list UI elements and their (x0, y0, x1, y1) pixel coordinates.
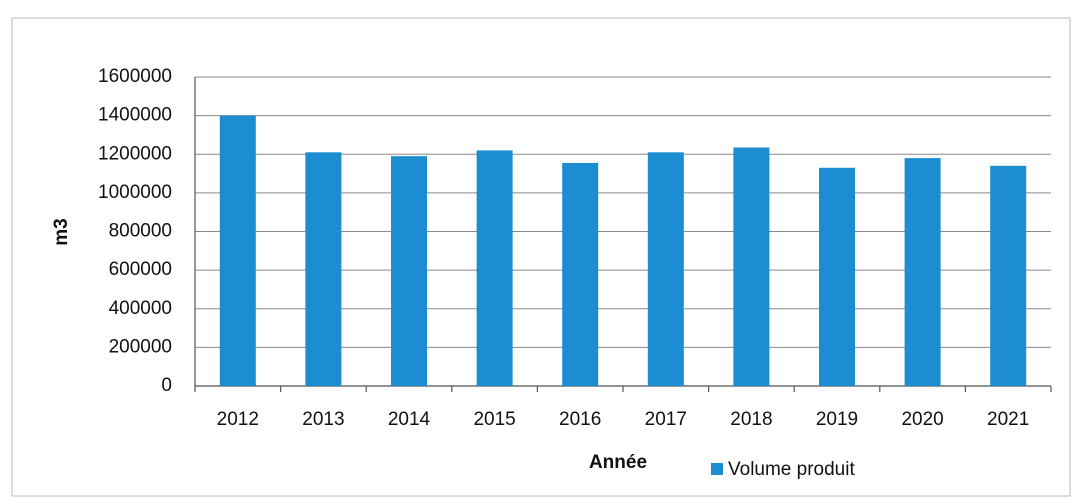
y-tick-label: 400000 (109, 298, 172, 319)
x-tick-label: 2017 (645, 409, 687, 430)
chart-frame (11, 17, 1071, 497)
y-tick-label: 1600000 (98, 66, 172, 87)
x-tick-label: 2020 (901, 409, 943, 430)
y-tick-label: 0 (161, 375, 172, 396)
y-tick-label: 1400000 (98, 105, 172, 126)
bar (819, 167, 855, 386)
bar (476, 150, 513, 386)
x-tick-label: 2013 (302, 409, 344, 430)
x-axis-label: Année (589, 452, 647, 473)
legend-label: Volume produit (728, 459, 855, 480)
x-tick-label: 2018 (730, 409, 772, 430)
x-tick-label: 2019 (816, 409, 858, 430)
bar (904, 158, 941, 386)
y-tick-label: 800000 (109, 221, 172, 242)
y-tick-label: 600000 (109, 259, 172, 280)
y-tick-label: 1200000 (98, 143, 172, 164)
y-tick-label: 1000000 (98, 182, 172, 203)
bar (391, 156, 427, 386)
x-tick-label: 2016 (559, 409, 601, 430)
bar (990, 165, 1027, 386)
bar (647, 152, 684, 386)
x-tick-label: 2014 (388, 409, 431, 430)
bar (733, 147, 770, 386)
x-tick-label: 2015 (473, 409, 515, 430)
bar (219, 115, 256, 386)
y-axis-label: m3 (51, 218, 72, 245)
y-tick-label: 200000 (109, 336, 172, 357)
bar (562, 162, 599, 386)
x-tick-label: 2021 (987, 409, 1029, 430)
x-tick-label: 2012 (217, 409, 259, 430)
legend-swatch (711, 463, 723, 475)
bar (305, 152, 342, 386)
